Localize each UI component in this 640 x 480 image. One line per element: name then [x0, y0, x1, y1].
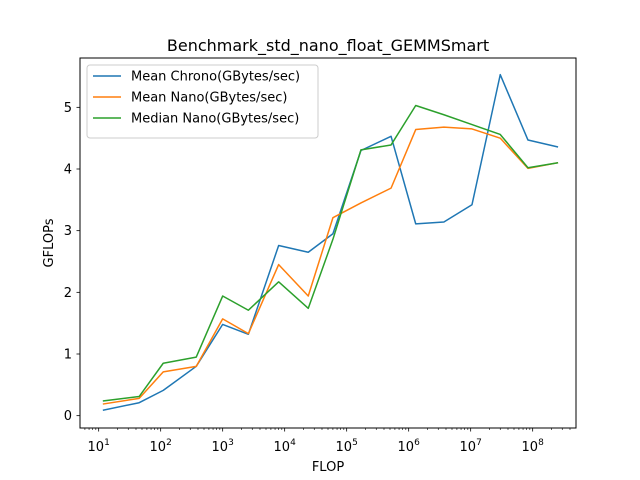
y-tick-label: 1: [64, 348, 72, 363]
legend-label-0: Mean Chrono(GBytes/sec): [131, 70, 300, 85]
x-tick-label: 103: [212, 438, 234, 455]
x-axis-title: FLOP: [312, 460, 344, 475]
y-tick-label: 4: [64, 163, 72, 178]
y-axis: 0 1 2 3 4 5: [64, 101, 80, 424]
series-line-0: [102, 73, 559, 412]
x-tick-label: 105: [336, 438, 358, 455]
series-line-2: [102, 104, 559, 402]
x-axis: 101 102 103 104 105 106 107 108: [84, 428, 571, 455]
y-tick-label: 2: [64, 286, 72, 301]
x-tick-label: 107: [460, 438, 482, 455]
plot-area: [102, 73, 559, 412]
x-tick-label: 102: [150, 438, 172, 455]
legend-box: [86, 64, 319, 139]
x-tick-label: 101: [88, 438, 110, 455]
y-axis-title: GFLOPs: [42, 218, 57, 267]
y-tick-label: 0: [64, 409, 72, 424]
series-line-1: [102, 126, 559, 405]
legend: Mean Chrono(GBytes/sec) Mean Nano(GBytes/…: [86, 64, 319, 139]
y-tick-label: 5: [64, 101, 72, 116]
legend-label-1: Mean Nano(GBytes/sec): [131, 91, 287, 106]
x-tick-label: 104: [274, 438, 297, 455]
x-tick-label: 108: [522, 438, 545, 455]
x-tick-label: 106: [398, 438, 421, 455]
legend-label-2: Median Nano(GBytes/sec): [131, 112, 299, 127]
chart-title: Benchmark_std_nano_float_GEMMSmart: [167, 36, 489, 56]
y-tick-label: 3: [64, 224, 72, 239]
